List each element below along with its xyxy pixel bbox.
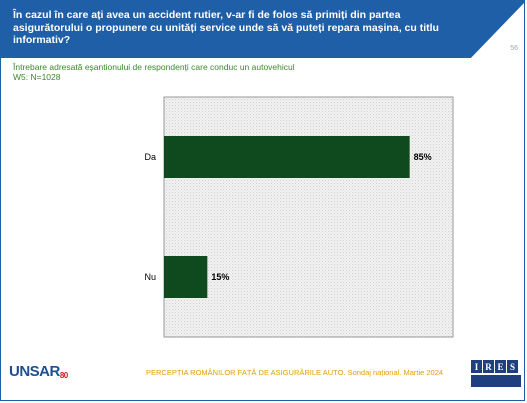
footer-caption: PERCEPȚIA ROMÂNILOR FAȚĂ DE ASIGURĂRILE … [146,368,444,377]
question-subtitle: Întrebare adresată eșantionului de respo… [13,62,295,82]
plot-background [163,96,454,338]
bar-da [164,136,410,178]
ires-letter-4: S [507,360,518,373]
value-label-da: 85% [414,152,432,162]
ires-logo-bar [471,375,521,387]
category-label-da: Da [144,152,156,162]
unsar-logo-text: UNSAR [9,363,60,380]
bar-chart: Da 85% Nu 15% [144,96,454,338]
subtitle-line-1: Întrebare adresată eșantionului de respo… [13,62,295,72]
unsar-logo: UNSAR80 [9,363,68,380]
subtitle-line-2: W5: N=1028 [13,72,61,82]
ires-letter-2: R [483,360,494,373]
footer: UNSAR80 PERCEPȚIA ROMÂNILOR FAȚĂ DE ASIG… [1,353,524,400]
unsar-logo-suffix: 80 [59,371,68,380]
slide-title: În cazul în care ați avea un accident ru… [13,9,439,46]
ires-logo: I R E S [471,360,518,373]
ires-letter-3: E [495,360,506,373]
category-label-nu: Nu [144,272,156,282]
page-number: 56 [510,45,518,52]
chart-area: Da 85% Nu 15% [1,81,524,351]
header-shape [1,1,524,58]
value-label-nu: 15% [211,272,229,282]
header-banner: În cazul în care ați avea un accident ru… [1,1,524,58]
bar-nu [164,256,208,298]
ires-letter-1: I [471,360,482,373]
